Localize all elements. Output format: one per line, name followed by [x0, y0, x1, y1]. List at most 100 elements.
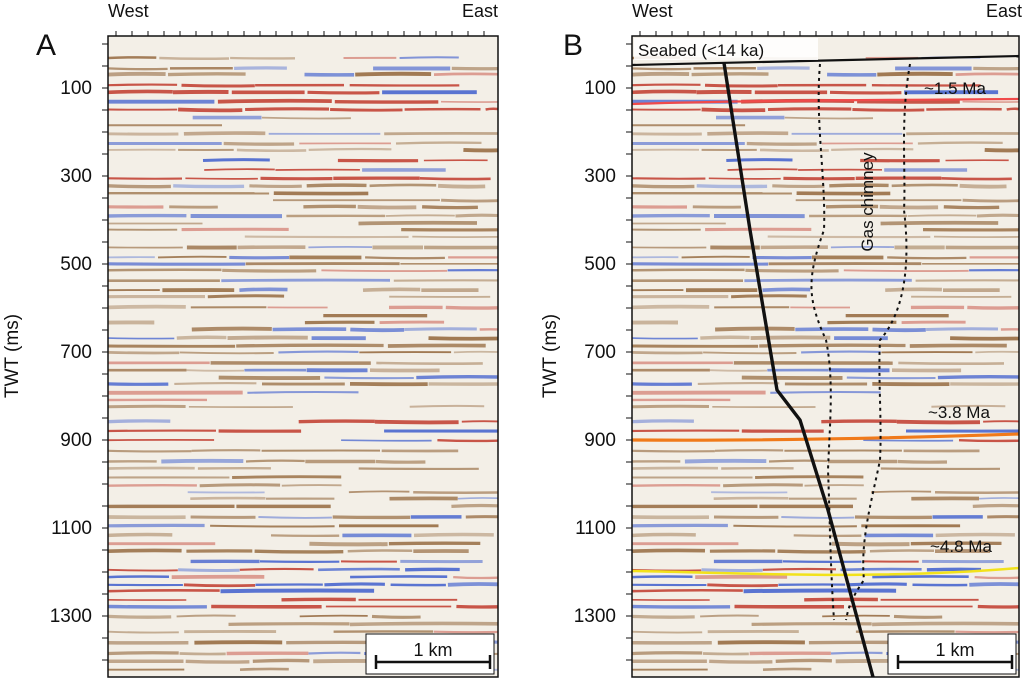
seismic-reflector	[709, 369, 768, 372]
seismic-reflector	[330, 108, 403, 112]
seismic-reflector	[309, 541, 388, 547]
seismic-reflector	[759, 148, 829, 153]
seismic-reflector	[801, 350, 881, 354]
seismic-reflector	[632, 575, 693, 579]
panel-a-tick-1300: 1300	[50, 606, 92, 627]
seismic-reflector	[108, 614, 172, 619]
seismic-reflector	[727, 168, 798, 171]
seismic-reflector	[879, 204, 939, 210]
seismic-reflector	[307, 90, 380, 95]
seismic-reflector	[404, 327, 477, 331]
seismic-reflector	[707, 583, 778, 588]
seismic-reflector	[746, 141, 817, 146]
seismic-reflector	[950, 336, 1019, 341]
seismic-reflector	[258, 516, 332, 519]
panel-a: West East A TWT (ms) 100 300 500 700 900…	[2, 1, 499, 678]
seismic-reflector	[202, 158, 270, 162]
seismic-reflector	[183, 583, 256, 588]
seismic-reflector	[762, 287, 811, 292]
seismic-reflector	[959, 183, 1007, 189]
panel-a-axis-label: TWT (ms)	[2, 314, 23, 398]
seismic-reflector	[453, 350, 498, 354]
seismic-reflector	[409, 404, 485, 408]
seismic-reflector	[632, 532, 696, 538]
seismic-reflector	[183, 131, 266, 136]
seismic-reflector	[852, 108, 925, 112]
seismic-reflector	[306, 183, 367, 188]
panel-a-tick-labels: 100 300 500 700 900 1100 1300	[50, 78, 92, 627]
panel-b-letter: B	[563, 29, 583, 62]
seismic-reflector	[178, 568, 240, 572]
panel-b: West East B TWT (ms) 100 300 500 700 900…	[540, 1, 1022, 678]
seismic-reflector	[703, 351, 797, 355]
horizon-3-8ma-label: ~3.8 Ma	[928, 403, 990, 422]
seismic-reflector	[108, 268, 222, 272]
seismic-reflector	[108, 351, 180, 355]
seismic-reflector	[236, 343, 384, 348]
seismic-reflector	[108, 630, 179, 634]
seismic-reflector	[441, 198, 498, 203]
seismic-reflector	[745, 268, 839, 273]
seismic-reflector	[239, 567, 314, 571]
seismic-reflector	[887, 256, 967, 260]
seismic-reflector	[419, 177, 491, 181]
seismic-reflector	[223, 141, 295, 146]
seismic-reflector	[385, 214, 455, 217]
seismic-reflector	[358, 220, 478, 226]
seismic-reflector	[108, 184, 171, 189]
seismic-reflector	[108, 304, 186, 310]
seismic-reflector	[937, 375, 1019, 380]
seismic-reflector	[751, 622, 872, 626]
panel-a-frame-ticks	[102, 31, 485, 661]
seismic-reflector	[278, 350, 359, 354]
seismic-reflector	[775, 658, 832, 663]
panel-a-tick-1100: 1100	[51, 518, 92, 539]
horizon-1-5ma-label: ~1.5 Ma	[924, 79, 986, 98]
seismic-reflector	[318, 567, 400, 572]
seismic-reflector	[232, 475, 342, 479]
panel-a-west-label: West	[108, 1, 149, 21]
seismic-reflector	[299, 614, 368, 618]
seismic-reflector	[324, 376, 414, 380]
seismic-reflector	[375, 459, 426, 464]
seismic-reflector	[191, 326, 272, 332]
panel-b-tick-500: 500	[584, 254, 616, 275]
seismic-reflector	[681, 255, 750, 259]
seismic-reflector	[190, 496, 266, 501]
seismic-reflector	[413, 532, 494, 538]
seismic-reflector	[777, 549, 866, 554]
seismic-reflector	[632, 71, 690, 77]
seismic-reflector	[348, 490, 410, 494]
seismic-reflector	[877, 71, 953, 77]
seismic-reflector	[767, 107, 852, 112]
seismic-reflector	[108, 449, 192, 453]
panel-a-tick-100: 100	[60, 78, 92, 99]
seismic-reflector	[969, 582, 1019, 587]
seismic-reflector	[943, 205, 1000, 210]
horizon-4-8ma-line	[632, 566, 1019, 577]
seismic-reflector	[976, 213, 1019, 218]
seismic-reflector	[228, 622, 350, 626]
seismic-reflector	[632, 548, 706, 553]
seismic-reflector	[108, 56, 157, 60]
seismic-reflector	[108, 548, 182, 553]
seismic-reflector	[176, 335, 227, 340]
seismic-reflector	[350, 327, 405, 333]
seismic-reflector	[941, 177, 1012, 181]
seismic-reflector	[804, 484, 864, 487]
seismic-reflector	[437, 439, 498, 443]
seismic-reflector	[831, 147, 914, 151]
seismic-reflector	[376, 361, 483, 366]
seismic-reflector	[247, 390, 359, 394]
seismic-reflector	[632, 351, 703, 355]
seismic-reflector	[252, 658, 310, 663]
seismic-reflector	[179, 652, 226, 656]
panel-a-frame	[107, 35, 499, 678]
seismic-reflector	[185, 177, 258, 180]
panel-b-frame	[631, 35, 1020, 678]
seismic-reflector	[926, 327, 999, 331]
seismic-reflector	[863, 439, 954, 442]
panel-b-west-label: West	[632, 1, 673, 21]
panel-b-interpretation	[632, 54, 1019, 677]
seismic-reflector	[453, 575, 498, 580]
